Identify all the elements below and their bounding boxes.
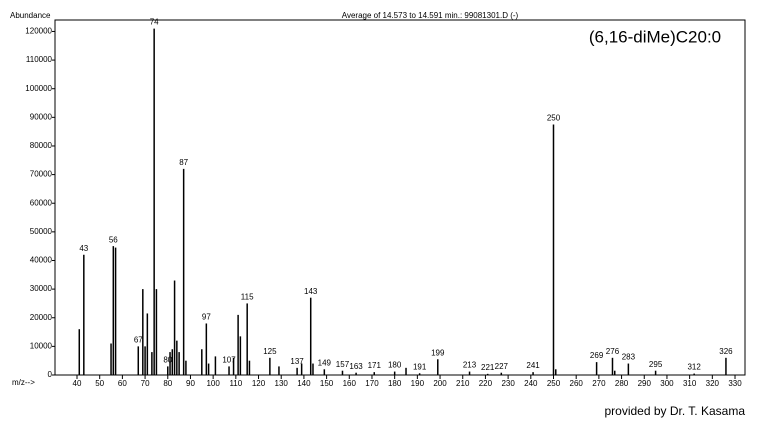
peak-label: 295 (649, 360, 663, 369)
y-tick-label: 120000 (25, 27, 52, 36)
peak-label: 67 (134, 335, 143, 344)
x-tick-label: 250 (547, 379, 561, 388)
x-tick-label: 120 (252, 379, 266, 388)
y-tick-label: 100000 (25, 84, 52, 93)
peak-label: 56 (109, 235, 118, 244)
x-tick-label: 100 (206, 379, 220, 388)
peak-label: 213 (463, 361, 477, 370)
x-tick-label: 240 (524, 379, 538, 388)
peak-label: 326 (719, 347, 733, 356)
peak-label: 143 (304, 287, 318, 296)
plot-frame (54, 19, 746, 376)
y-tick-label: 60000 (30, 198, 53, 207)
peak-label: 80 (163, 356, 172, 365)
x-tick-label: 200 (433, 379, 447, 388)
x-tick-label: 210 (456, 379, 470, 388)
peak-label: 250 (547, 114, 561, 123)
x-tick-label: 180 (388, 379, 402, 388)
x-tick-label: 220 (479, 379, 493, 388)
peak-label: 137 (290, 357, 304, 366)
peak-label: 269 (590, 351, 604, 360)
x-tick-label: 320 (706, 379, 720, 388)
peak-label: 115 (241, 293, 254, 302)
y-axis-label: Abundance (10, 11, 51, 20)
x-tick-label: 90 (186, 379, 195, 388)
peak-label: 107 (222, 356, 236, 365)
x-tick-label: 300 (660, 379, 674, 388)
x-tick-label: 270 (592, 379, 606, 388)
x-tick-label: 230 (501, 379, 515, 388)
x-tick-label: 310 (683, 379, 697, 388)
y-tick-label: 70000 (30, 170, 53, 179)
x-tick-label: 170 (365, 379, 379, 388)
peak-label: 180 (388, 361, 402, 370)
peak-label: 97 (202, 313, 211, 322)
y-tick-label: 80000 (30, 141, 53, 150)
y-tick-label: 90000 (30, 112, 53, 121)
x-tick-label: 140 (297, 379, 311, 388)
x-tick-label: 190 (411, 379, 425, 388)
peak-label: 74 (150, 18, 159, 27)
y-tick-label: 40000 (30, 256, 53, 265)
peak-label: 163 (349, 362, 363, 371)
y-tick-label: 30000 (30, 284, 53, 293)
x-tick-label: 150 (320, 379, 334, 388)
peak-label: 276 (606, 347, 620, 356)
x-tick-label: 80 (163, 379, 172, 388)
peak-label: 157 (336, 360, 350, 369)
peak-label: 221 (481, 363, 495, 372)
x-tick-label: 110 (229, 379, 242, 388)
x-tick-label: 130 (275, 379, 289, 388)
x-tick-label: 330 (728, 379, 742, 388)
chart-title: Average of 14.573 to 14.591 min.: 990813… (342, 11, 519, 20)
x-tick-label: 290 (638, 379, 652, 388)
x-tick-label: 60 (118, 379, 127, 388)
peak-label: 241 (526, 361, 540, 370)
y-tick-label: 50000 (30, 227, 53, 236)
y-tick-label: 0 (48, 370, 53, 379)
peak-label: 87 (179, 158, 188, 167)
x-tick-label: 40 (73, 379, 82, 388)
x-tick-label: 260 (570, 379, 584, 388)
x-tick-label: 50 (95, 379, 104, 388)
credit: provided by Dr. T. Kasama (604, 404, 745, 418)
x-tick-label: 70 (141, 379, 150, 388)
peak-label: 43 (79, 244, 88, 253)
peak-label: 149 (318, 358, 332, 367)
y-tick-label: 110000 (26, 55, 53, 64)
y-tick-label: 20000 (30, 313, 53, 322)
x-tick-label: 280 (615, 379, 629, 388)
peak-label: 199 (431, 348, 445, 357)
y-tick-label: 10000 (30, 341, 53, 350)
peak-label: 312 (687, 363, 701, 372)
peak-label: 283 (622, 353, 636, 362)
peak-label: 227 (495, 362, 509, 371)
peak-label: 171 (368, 361, 382, 370)
annotation: (6,16-diMe)C20:0 (589, 27, 721, 46)
x-axis-label: m/z--> (12, 378, 35, 387)
peak-label: 125 (263, 347, 277, 356)
peak-label: 191 (413, 362, 427, 371)
x-tick-label: 160 (343, 379, 357, 388)
